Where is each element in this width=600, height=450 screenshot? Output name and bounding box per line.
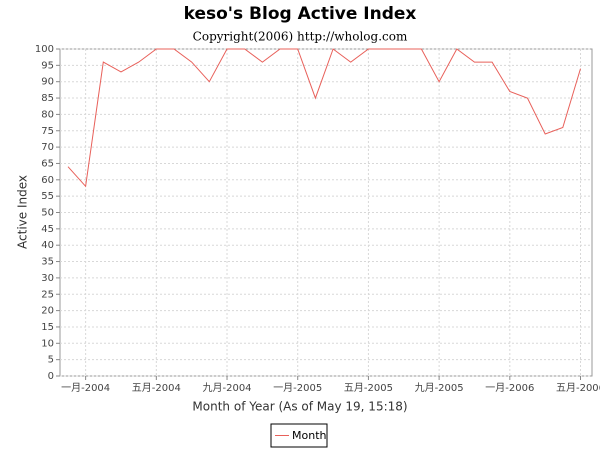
- y-tick-label: 35: [41, 257, 54, 268]
- x-tick-label: 五月-2004: [132, 382, 181, 394]
- y-tick-label: 80: [41, 109, 54, 120]
- chart-subtitle: Copyright(2006) http://wholog.com: [193, 30, 408, 44]
- y-tick-label: 50: [41, 208, 54, 219]
- y-tick-label: 20: [41, 306, 54, 317]
- legend-box: [270, 423, 328, 448]
- y-tick-label: 90: [41, 77, 54, 88]
- x-tick-label: 一月-2004: [61, 382, 110, 394]
- x-tick-label: 五月-2005: [344, 382, 393, 394]
- y-tick-label: 25: [41, 289, 54, 300]
- y-tick-label: 5: [48, 355, 54, 366]
- y-axis-label: Active Index: [16, 175, 30, 249]
- y-tick-label: 85: [41, 93, 54, 104]
- y-tick-label: 100: [35, 44, 54, 55]
- y-tick-label: 65: [41, 158, 54, 169]
- y-tick-label: 70: [41, 142, 54, 153]
- y-tick-label: 60: [41, 175, 54, 186]
- x-axis-label: Month of Year (As of May 19, 15:18): [192, 400, 407, 414]
- data-line: [67, 48, 581, 188]
- y-tick-label: 75: [41, 126, 54, 137]
- x-tick-label: 九月-2005: [415, 382, 464, 394]
- y-tick-label: 95: [41, 60, 54, 71]
- y-tick-label: 30: [41, 273, 54, 284]
- x-tick-label: 一月-2005: [273, 382, 322, 394]
- y-tick-label: 55: [41, 191, 54, 202]
- legend-label: Month: [292, 429, 327, 442]
- y-tick-label: 0: [48, 371, 54, 382]
- chart-title: keso's Blog Active Index: [184, 4, 417, 24]
- y-tick-label: 10: [41, 338, 54, 349]
- x-tick-label: 五月-2006: [556, 382, 600, 394]
- y-tick-label: 40: [41, 240, 54, 251]
- y-tick-label: 15: [41, 322, 54, 333]
- x-tick-label: 九月-2004: [202, 382, 251, 394]
- y-tick-label: 45: [41, 224, 54, 235]
- x-tick-label: 一月-2006: [485, 382, 534, 394]
